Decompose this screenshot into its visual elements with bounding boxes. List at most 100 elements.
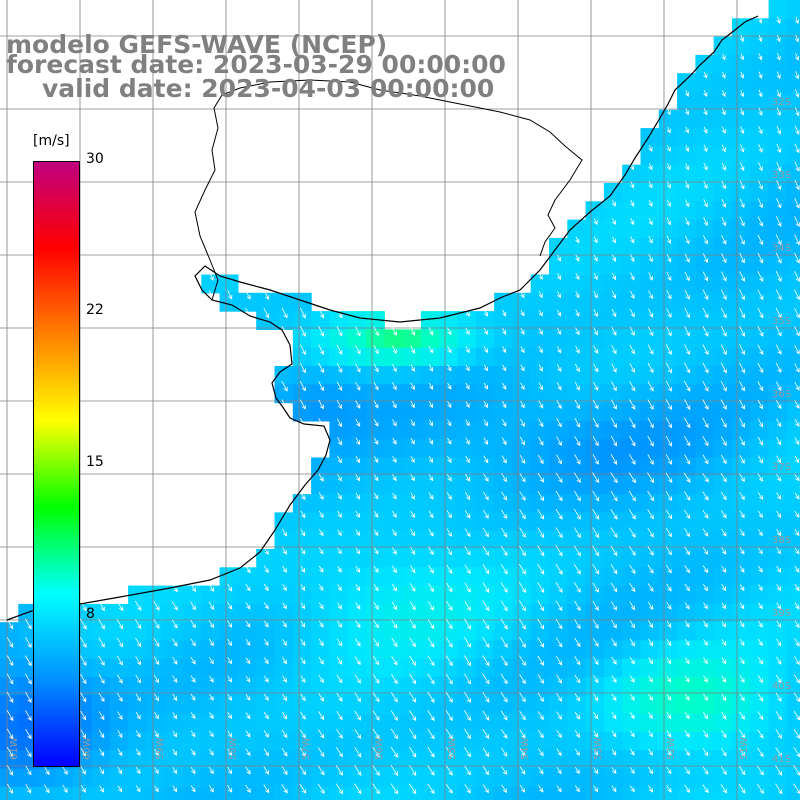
wind-arrow — [153, 637, 160, 648]
speed-cell — [475, 512, 495, 532]
speed-cell — [603, 219, 623, 239]
speed-cell — [183, 786, 202, 800]
wind-arrow — [628, 490, 636, 502]
wind-arrow — [592, 656, 599, 666]
wind-arrow — [758, 180, 763, 190]
speed-cell — [786, 494, 800, 513]
wind-arrow — [538, 364, 543, 372]
wind-arrow — [776, 179, 782, 191]
wind-arrow — [354, 638, 361, 647]
wind-arrow — [665, 454, 672, 465]
wind-arrow — [556, 674, 563, 684]
wind-arrow — [390, 692, 398, 703]
speed-cell — [402, 732, 422, 751]
speed-cell — [347, 457, 367, 477]
speed-cell — [585, 567, 605, 587]
speed-cell — [677, 109, 696, 129]
speed-cell — [695, 732, 715, 751]
speed-cell — [695, 420, 715, 440]
wind-arrow — [482, 618, 490, 630]
speed-cell — [512, 713, 532, 733]
wind-arrow — [593, 730, 599, 738]
speed-cell — [237, 603, 257, 623]
wind-arrow — [647, 601, 654, 611]
speed-cell — [183, 622, 202, 642]
speed-cell — [475, 311, 495, 330]
wind-arrow — [79, 637, 87, 648]
speed-cell — [750, 201, 770, 221]
wind-arrow — [116, 618, 124, 630]
wind-arrow — [428, 401, 433, 409]
wind-arrow — [538, 291, 543, 299]
speed-cell — [201, 750, 221, 770]
wind-arrow — [647, 583, 654, 592]
speed-cell — [366, 713, 385, 733]
wind-arrow — [354, 692, 361, 703]
wind-arrow — [555, 490, 563, 502]
speed-cell — [768, 732, 788, 751]
speed-cell — [512, 475, 532, 495]
speed-cell — [713, 732, 733, 751]
speed-cell — [329, 439, 349, 459]
wind-arrow — [610, 508, 618, 520]
speed-cell — [713, 219, 733, 239]
speed-cell — [329, 549, 349, 568]
speed-cell — [658, 256, 678, 276]
speed-cell — [494, 549, 513, 568]
wind-arrow — [575, 236, 580, 244]
wind-arrow — [555, 582, 563, 593]
wind-arrow — [281, 765, 288, 776]
speed-cell — [439, 585, 459, 605]
speed-cell — [494, 311, 513, 330]
wind-arrow — [647, 490, 654, 502]
speed-cell — [549, 512, 568, 532]
speed-cell — [329, 677, 349, 696]
wind-arrow — [757, 455, 763, 464]
speed-cell — [91, 732, 111, 751]
wind-arrow — [501, 747, 508, 757]
wind-arrow — [757, 271, 764, 282]
wind-arrow — [630, 236, 635, 244]
speed-cell — [402, 603, 422, 623]
speed-cell — [640, 457, 660, 477]
speed-cell — [530, 768, 550, 788]
speed-cell — [292, 530, 312, 550]
wind-arrow — [738, 765, 746, 776]
speed-cell — [695, 768, 715, 788]
speed-cell — [274, 695, 294, 715]
wind-arrow — [391, 565, 397, 574]
speed-cell — [549, 585, 568, 605]
wind-arrow — [445, 618, 453, 630]
wind-arrow — [684, 509, 691, 520]
wind-arrow — [721, 528, 727, 537]
wind-arrow — [648, 657, 653, 665]
wind-arrow — [355, 474, 361, 482]
wind-arrow — [483, 419, 488, 427]
wind-arrow — [703, 217, 708, 227]
wind-arrow — [666, 126, 671, 134]
speed-cell — [146, 732, 166, 751]
wind-arrow — [629, 601, 636, 611]
speed-cell — [146, 695, 166, 715]
speed-cell — [219, 585, 239, 605]
speed-cell — [622, 786, 642, 800]
speed-cell — [311, 750, 330, 770]
speed-cell — [109, 713, 129, 733]
wind-arrow — [648, 144, 653, 152]
speed-cell — [640, 695, 660, 715]
wind-arrow — [116, 637, 123, 648]
speed-cell — [457, 695, 477, 715]
speed-cell — [713, 366, 733, 385]
speed-cell — [750, 622, 770, 642]
speed-cell — [732, 164, 751, 184]
wind-arrow — [427, 691, 435, 703]
wind-arrow — [482, 673, 490, 685]
speed-cell — [329, 768, 349, 788]
speed-cell — [732, 329, 751, 349]
speed-cell — [512, 750, 532, 770]
wind-arrow — [263, 711, 269, 720]
speed-cell — [384, 567, 404, 587]
speed-cell — [292, 658, 312, 678]
speed-cell — [622, 384, 642, 404]
speed-cell — [201, 732, 221, 751]
